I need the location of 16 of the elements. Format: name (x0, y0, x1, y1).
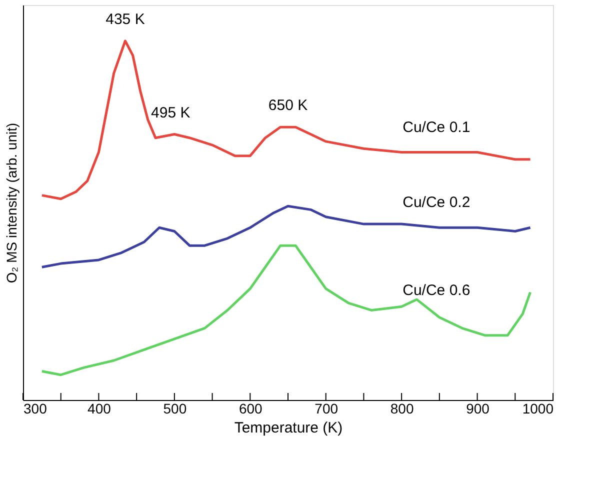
x-tick-label: 1000 (522, 400, 554, 416)
x-tick-label: 900 (466, 400, 490, 416)
x-tick-label: 700 (314, 400, 338, 416)
x-tick-label: 400 (88, 400, 112, 416)
x-tick-label: 600 (238, 400, 263, 416)
series-label: Cu/Ce 0.2 (402, 194, 470, 212)
y-axis-title: O₂ MS intensity (arb. unit) (4, 122, 20, 284)
x-tick-label: 300 (24, 400, 48, 416)
x-tick-label: 500 (163, 400, 187, 416)
annotation: 435 K (106, 10, 145, 28)
x-axis-title: Temperature (K) (234, 420, 343, 436)
series-label: Cu/Ce 0.1 (402, 119, 470, 136)
series-label: Cu/Ce 0.6 (402, 282, 470, 299)
annotation: 650 K (268, 97, 308, 114)
x-tick-label: 800 (390, 400, 414, 416)
annotation: 495 K (151, 104, 190, 122)
